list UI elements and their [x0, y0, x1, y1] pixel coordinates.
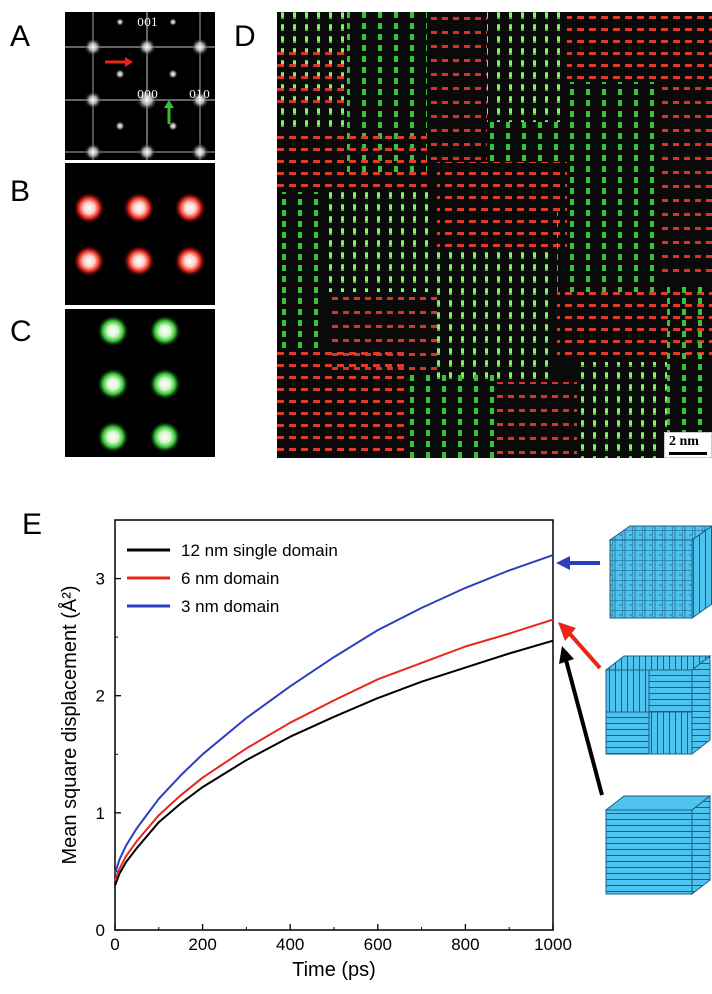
red-spot: [73, 192, 105, 224]
msd-chart: 0 200 400 600 800 1000 0 1 2 3 12 nm single domai…: [58, 519, 572, 981]
domain-schematics: [604, 525, 712, 896]
y-axis-label: Mean square displacement (Å²): [58, 585, 81, 864]
series-line: [114, 554, 554, 875]
x-tick-label: 1000: [534, 935, 572, 954]
scale-bar-line: [669, 452, 707, 455]
series-line: [114, 639, 554, 886]
cube-3nm-domain: [608, 525, 712, 619]
legend-label: 6 nm domain: [181, 569, 279, 588]
hrtem-domain-map: 2 nm: [277, 12, 712, 458]
x-tick-label: 400: [276, 935, 304, 954]
panel-label-d: D: [234, 20, 256, 53]
y-tick-label: 1: [96, 804, 105, 823]
panel-label-b: B: [10, 175, 31, 208]
y-tick-label: 0: [96, 921, 105, 940]
red-filtered-pattern: [65, 163, 215, 305]
green-spot: [97, 368, 129, 400]
x-tick-label: 800: [451, 935, 479, 954]
miller-index-001: 001: [137, 16, 158, 29]
lattice-domains: [277, 12, 712, 458]
red-spot: [123, 192, 155, 224]
cube-12nm-single-domain: [604, 794, 712, 896]
green-spot: [149, 368, 181, 400]
miller-index-000: 000: [137, 88, 158, 101]
x-axis-label: Time (ps): [292, 959, 376, 981]
y-tick-label: 3: [96, 570, 105, 589]
axis-ticks: 0 200 400 600 800 1000 0 1 2 3: [96, 570, 572, 954]
panel-label-e: E: [22, 508, 43, 541]
x-tick-label: 0: [110, 935, 119, 954]
fft-image: 001 000 010: [65, 12, 215, 160]
panel-label-a: A: [10, 20, 31, 53]
legend-label: 12 nm single domain: [181, 541, 338, 560]
miller-index-010: 010: [189, 88, 210, 101]
scale-bar-label: 2 nm: [669, 434, 699, 449]
series-lines: [114, 554, 554, 886]
scale-bar: 2 nm: [664, 432, 712, 458]
green-filtered-pattern: [65, 309, 215, 457]
red-spot: [123, 245, 155, 277]
x-tick-label: 200: [188, 935, 216, 954]
series-line: [114, 618, 554, 882]
y-tick-label: 2: [96, 687, 105, 706]
x-tick-label: 600: [364, 935, 392, 954]
red-spot: [73, 245, 105, 277]
fft-pattern: [65, 12, 215, 160]
panel-label-c: C: [10, 315, 32, 348]
red-spot: [174, 192, 206, 224]
legend: 12 nm single domain 6 nm domain 3 nm domai…: [127, 541, 338, 616]
green-spot: [97, 315, 129, 347]
red-spot: [174, 245, 206, 277]
green-spot: [149, 315, 181, 347]
green-spot: [149, 421, 181, 453]
cube-6nm-domain: [604, 654, 712, 756]
legend-label: 3 nm domain: [181, 597, 279, 616]
green-spot: [97, 421, 129, 453]
